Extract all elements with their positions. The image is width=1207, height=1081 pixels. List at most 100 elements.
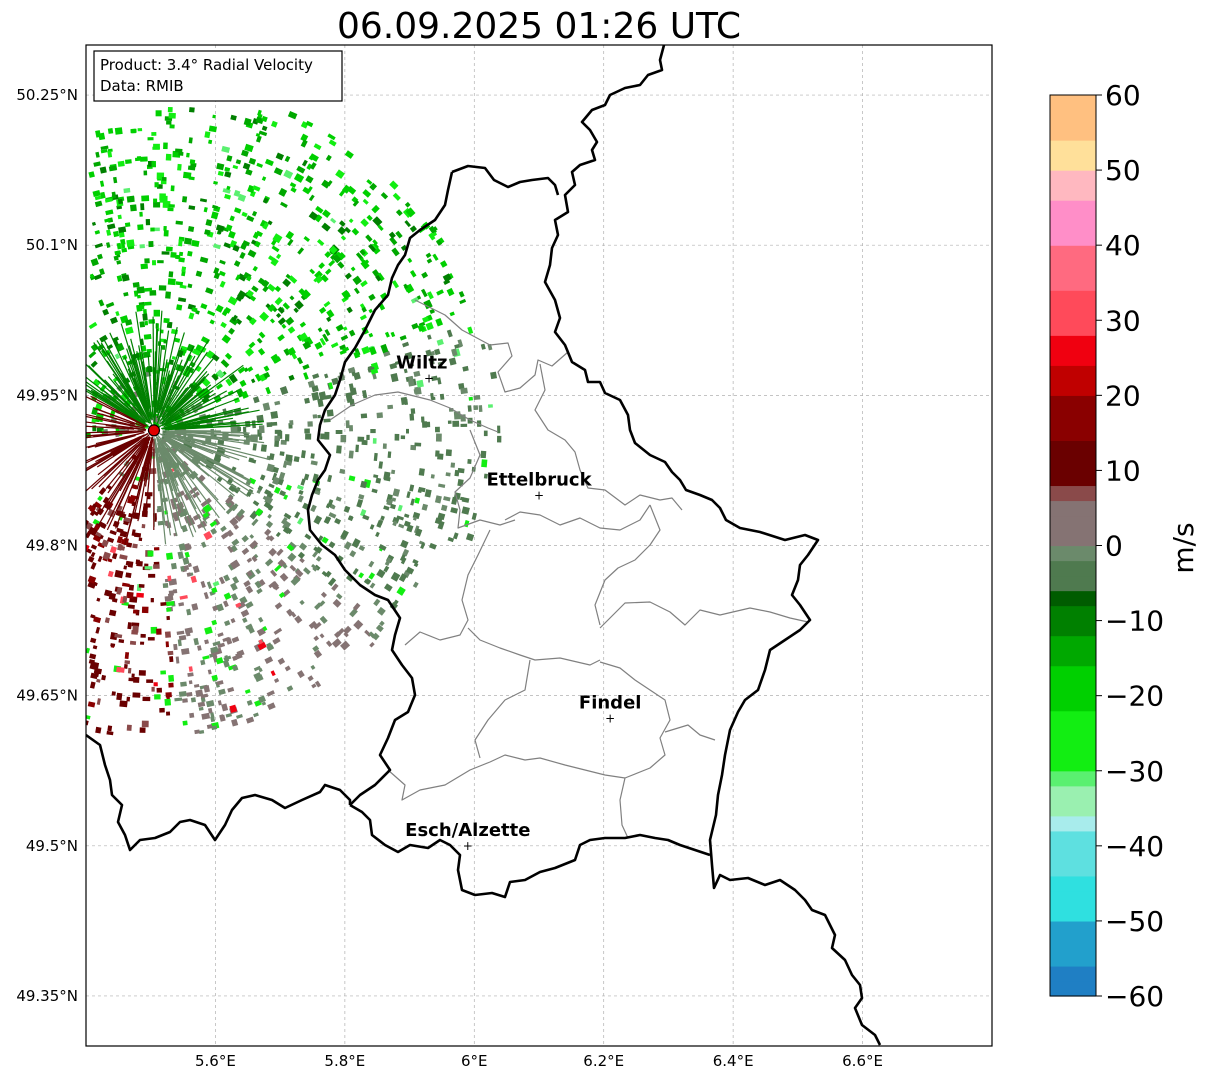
radar-bin: [277, 559, 286, 568]
radar-bin: [431, 396, 436, 401]
radar-bin: [91, 418, 97, 423]
radar-bin: [328, 512, 337, 519]
radar-bin: [90, 551, 96, 558]
colorbar-tick-label-6: 0: [1105, 530, 1123, 563]
colorbar-segment: [1050, 950, 1096, 967]
radar-bin: [380, 192, 389, 200]
radar-bin: [166, 321, 173, 329]
radar-bin: [183, 565, 190, 571]
radar-bin: [352, 199, 360, 207]
radar-bin: [121, 582, 130, 588]
radar-bin: [241, 535, 249, 543]
radar-bin: [207, 669, 212, 675]
radar-bin: [161, 251, 170, 255]
radar-bin: [318, 391, 327, 401]
country-borders: [86, 45, 882, 1046]
radar-bin: [436, 289, 444, 296]
radar-bin: [178, 257, 185, 263]
radar-bin: [147, 137, 154, 141]
radar-bin: [324, 431, 330, 440]
radar-bin: [198, 706, 204, 711]
radar-bin: [218, 688, 226, 696]
radar-bin: [226, 185, 231, 191]
radar-bin: [179, 594, 188, 600]
radar-bin: [267, 303, 276, 313]
radar-bin: [165, 246, 173, 252]
radar-bin: [369, 182, 378, 191]
radar-bin: [241, 547, 250, 555]
radar-bin: [212, 652, 218, 659]
radar-bin: [352, 275, 362, 286]
radar-bin: [437, 377, 442, 385]
radar-bin: [258, 639, 264, 645]
radar-bin: [168, 682, 174, 688]
radar-bin: [317, 239, 325, 247]
radar-streak: [174, 390, 238, 422]
radar-streak: [108, 424, 141, 430]
colorbar-segment: [1050, 290, 1096, 306]
radar-bin: [299, 599, 305, 606]
radar-bin: [175, 281, 184, 286]
radar-bin: [331, 583, 339, 592]
radar-bin: [168, 271, 174, 278]
radar-bin: [345, 574, 355, 582]
radar-bin: [156, 687, 163, 693]
radar-bin: [155, 110, 162, 117]
radar-bin: [147, 550, 154, 557]
radar-streak: [156, 359, 168, 414]
radar-bin: [321, 536, 329, 544]
radar-bin: [270, 411, 279, 419]
radar-bin: [113, 255, 119, 261]
radar-bin: [394, 433, 400, 441]
colorbar-segment: [1050, 650, 1096, 667]
radar-bin: [208, 125, 217, 133]
radar-bin: [123, 187, 131, 194]
radar-bin: [355, 444, 359, 453]
radar-bin: [107, 127, 114, 134]
radar-bin: [325, 268, 332, 275]
radar-bin: [412, 516, 417, 521]
radar-streak: [161, 444, 180, 475]
radar-bin: [369, 524, 375, 530]
radar-streak: [154, 439, 160, 482]
radar-bin: [328, 259, 336, 267]
radar-bin: [290, 186, 297, 193]
radar-bin: [275, 531, 281, 538]
radar-bin: [440, 260, 448, 268]
radar-bin: [159, 193, 166, 201]
radar-bin: [211, 373, 219, 381]
radar-bin: [163, 142, 168, 150]
radar-bin: [140, 263, 149, 270]
radar-bin: [132, 692, 141, 698]
radar-bin: [383, 505, 390, 511]
radar-bin: [221, 145, 231, 154]
radar-bin: [114, 250, 122, 256]
radar-bin: [178, 251, 184, 257]
radar-bin: [307, 421, 313, 427]
radar-bin: [244, 143, 254, 153]
radar-bin: [224, 166, 231, 172]
radar-bin: [398, 573, 408, 583]
radar-bin: [141, 720, 149, 728]
radar-bin: [95, 531, 102, 538]
city-label: Wiltz: [396, 352, 447, 373]
radar-bin: [259, 436, 263, 440]
radar-bin: [285, 316, 295, 326]
radar-bin: [273, 677, 280, 683]
radar-bin: [324, 570, 332, 578]
radar-bin: [399, 554, 406, 562]
radar-bin: [435, 318, 444, 327]
radar-bin: [98, 487, 107, 496]
lon-tick-label-0: 5.6°E: [195, 1052, 236, 1070]
radar-bin: [395, 209, 403, 217]
radar-bin: [364, 259, 370, 264]
radar-bin: [345, 420, 350, 429]
radar-bin: [245, 716, 255, 724]
radar-bin: [297, 495, 304, 503]
radar-bin: [207, 310, 216, 317]
radar-bin: [372, 438, 377, 444]
radar-bin: [224, 171, 232, 178]
radar-bin: [236, 714, 243, 719]
radar-bin: [93, 616, 102, 624]
radar-bin: [410, 408, 416, 414]
